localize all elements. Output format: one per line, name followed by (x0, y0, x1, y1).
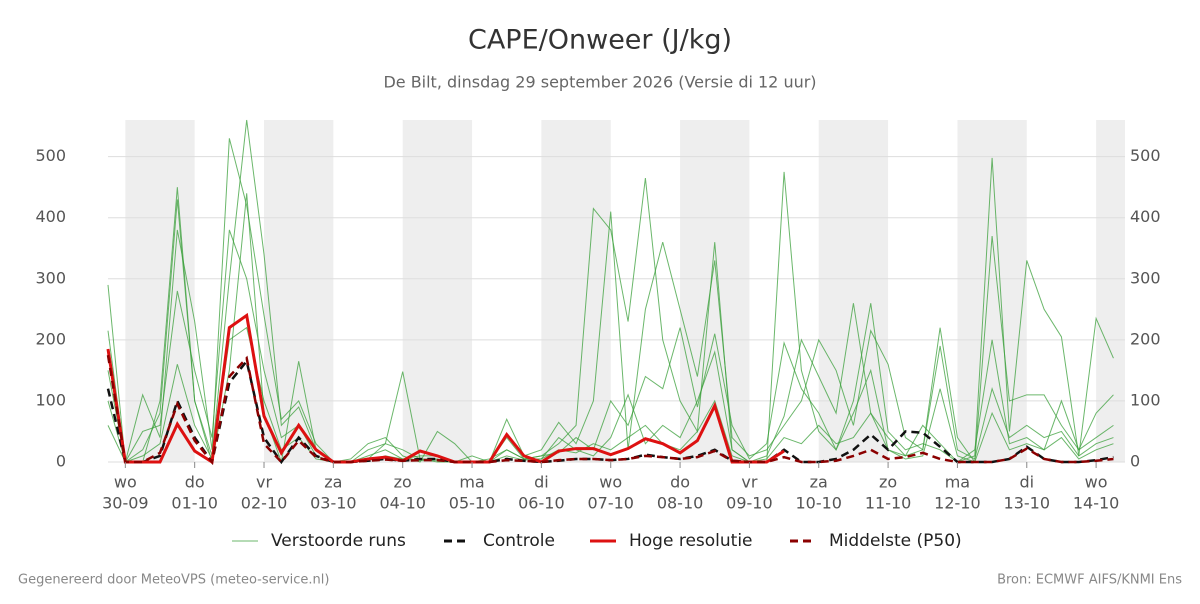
x-tick-date: 06-10 (518, 494, 565, 513)
x-tick-label: zo (394, 473, 412, 492)
day-band (264, 120, 334, 462)
day-band (1096, 120, 1125, 462)
y2-tick-label: 100 (1130, 390, 1161, 409)
chart-title: CAPE/Onweer (J/kg) (468, 25, 732, 56)
footer-right: Bron: ECMWF AIFS/KNMI Ens (997, 573, 1182, 588)
x-tick-label: di (534, 473, 549, 492)
member-line (107, 326, 1114, 463)
x-tick-label: zo (879, 473, 897, 492)
x-tick-label: wo (599, 473, 622, 492)
series-line (106, 354, 1114, 465)
x-tick-date: 14-10 (1073, 494, 1120, 513)
legend-label: Controle (483, 531, 555, 551)
x-tick-date: 02-10 (241, 494, 288, 513)
x-tick-label: ma (945, 473, 970, 492)
chart-subtitle: De Bilt, dinsdag 29 september 2026 (Vers… (383, 73, 816, 92)
x-tick-date: 04-10 (379, 494, 426, 513)
legend-label: Middelste (P50) (829, 531, 962, 551)
legend-label: Verstoorde runs (271, 531, 406, 551)
x-tick-label: za (324, 473, 342, 492)
day-band (818, 120, 889, 462)
x-tick-label: di (1019, 473, 1034, 492)
x-tick-date: 08-10 (657, 494, 704, 513)
x-tick-label: za (810, 473, 828, 492)
x-tick-date: 05-10 (449, 494, 496, 513)
x-tick-label: do (185, 473, 205, 492)
y2-tick-label: 500 (1130, 146, 1161, 165)
plot-lines (106, 119, 1114, 466)
y-tick-label: 500 (35, 146, 66, 165)
y-tick-label: 400 (35, 207, 66, 226)
y2-tick-label: 0 (1130, 452, 1140, 471)
member-line (107, 157, 1114, 464)
y-tick-label: 100 (35, 390, 66, 409)
member-line (107, 138, 1114, 464)
x-tick-date: 09-10 (726, 494, 773, 513)
x-tick-label: do (670, 473, 690, 492)
series-line (106, 312, 785, 465)
legend-label: Hoge resolutie (629, 531, 753, 551)
y2-tick-label: 200 (1130, 329, 1161, 348)
legend: Verstoorde runs Controle Hoge resolutie Mid… (232, 531, 962, 551)
x-tick-date: 01-10 (171, 494, 218, 513)
x-tick-label: wo (1085, 473, 1108, 492)
x-tick-date: 10-10 (795, 494, 842, 513)
day-bands (125, 120, 1125, 462)
x-tick-label: wo (114, 473, 137, 492)
axes: 0 0 100 100 200 200 300 300 400 400 500 500 wo 30-09 d… (35, 146, 1160, 512)
member-line (107, 229, 1114, 464)
y-tick-label: 200 (35, 329, 66, 348)
x-tick-date: 03-10 (310, 494, 357, 513)
grid (108, 156, 1125, 463)
x-tick-date: 13-10 (1004, 494, 1051, 513)
member-line (107, 119, 1114, 463)
x-tick-date: 12-10 (934, 494, 981, 513)
day-band (957, 120, 1027, 462)
x-tick-label: vr (741, 473, 757, 492)
x-tick-label: vr (256, 473, 272, 492)
x-tick-date: 07-10 (587, 494, 634, 513)
x-tick-label: ma (459, 473, 484, 492)
day-band (541, 120, 611, 462)
footer-left: Gegenereerd door MeteoVPS (meteo-service… (18, 573, 329, 588)
day-band (402, 120, 473, 462)
y-tick-label: 0 (56, 452, 66, 471)
y2-tick-label: 300 (1130, 268, 1161, 287)
x-tick-date: 30-09 (102, 494, 149, 513)
y-tick-label: 300 (35, 268, 66, 287)
x-tick-date: 11-10 (865, 494, 912, 513)
day-band (125, 120, 195, 462)
y2-tick-label: 400 (1130, 207, 1161, 226)
